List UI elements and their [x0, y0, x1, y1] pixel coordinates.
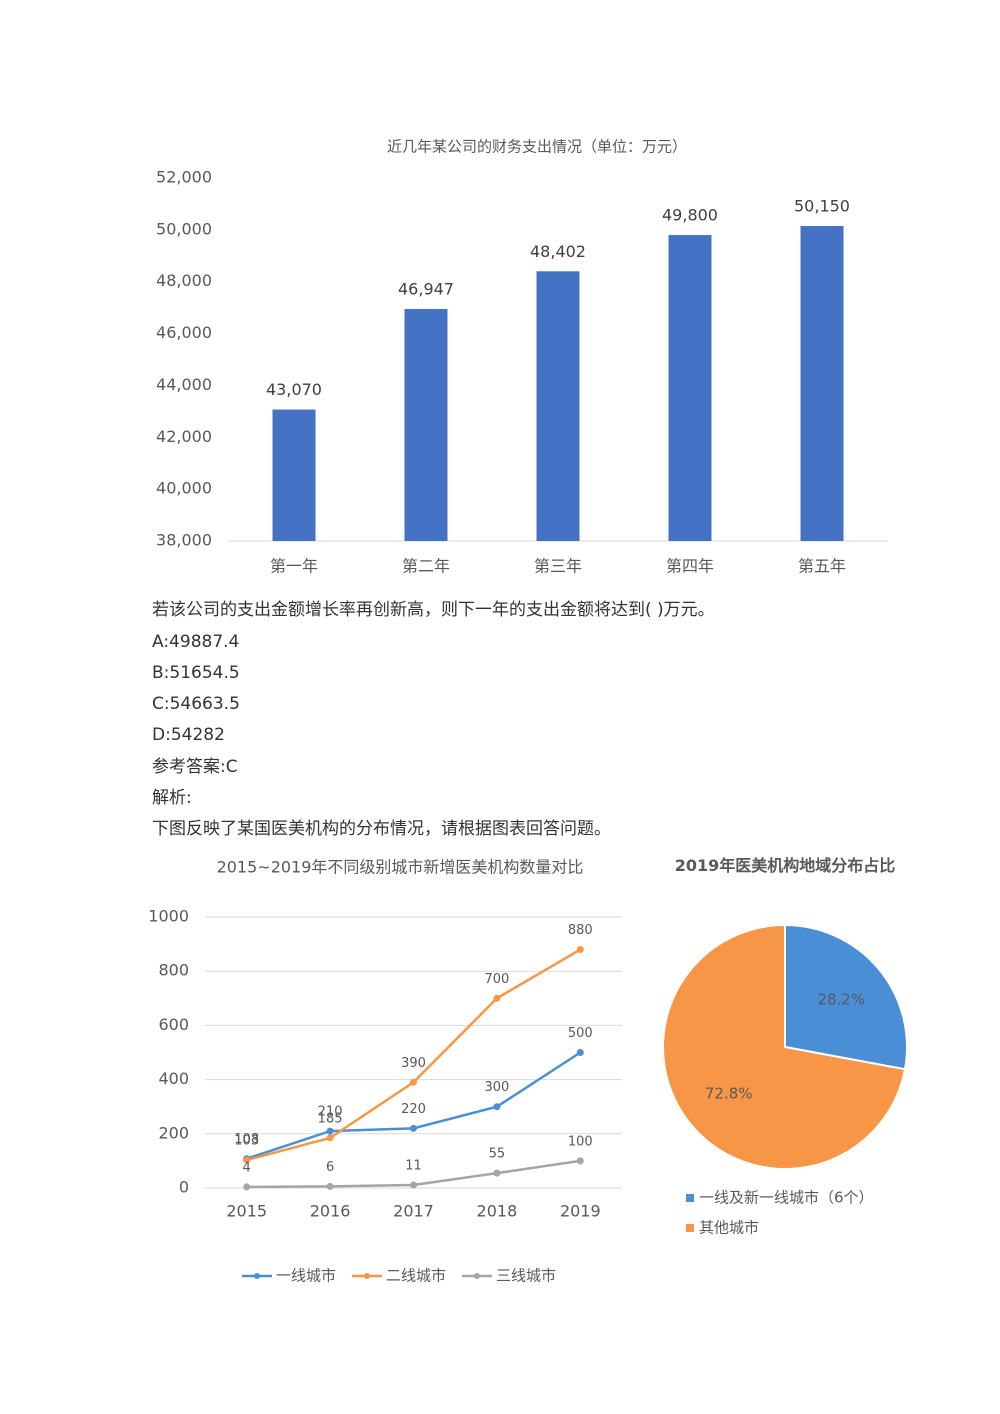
analysis: 解析:	[152, 788, 192, 808]
point	[243, 1183, 251, 1191]
y-tick-label: 48,000	[156, 271, 212, 290]
point	[326, 1127, 334, 1135]
x-tick-label: 第二年	[402, 557, 450, 576]
y-tick-label: 46,000	[156, 323, 212, 342]
y-tick-label: 42,000	[156, 427, 212, 446]
pie-slice	[662, 923, 907, 1170]
y-tick-label: 400	[158, 1069, 189, 1088]
legend-marker	[254, 1273, 260, 1279]
data-label: 11	[405, 1159, 422, 1174]
data-label: 50,150	[794, 196, 850, 215]
point	[410, 1124, 417, 1132]
data-label: 103	[234, 1134, 259, 1149]
point	[576, 1157, 584, 1165]
chart-title: 2015~2019年不同级别城市新增医美机构数量对比	[217, 858, 584, 877]
data-label: 108	[234, 1132, 259, 1147]
x-tick-label: 第一年	[270, 557, 318, 576]
legend-label: 二线城市	[386, 1267, 446, 1285]
data-label: 55	[489, 1147, 506, 1162]
data-label: 43,070	[266, 380, 322, 399]
data-label: 4	[243, 1160, 251, 1175]
y-tick-label: 0	[179, 1178, 189, 1197]
question: 若该公司的支出金额增长率再创新高，则下一年的支出金额将达到( )万元。	[152, 600, 715, 620]
bar	[668, 235, 712, 542]
bar	[800, 225, 844, 542]
data-label: 210	[318, 1105, 343, 1120]
bar	[536, 271, 580, 541]
data-label: 6	[326, 1160, 334, 1175]
y-tick-label: 52,000	[156, 168, 212, 187]
option: D:54282	[152, 725, 225, 745]
chart-title: 近几年某公司的财务支出情况（单位：万元）	[387, 138, 687, 156]
answer: 参考答案:C	[152, 757, 238, 777]
x-tick-label: 2017	[393, 1202, 434, 1221]
legend-label: 三线城市	[496, 1267, 556, 1285]
y-tick-label: 200	[158, 1123, 189, 1142]
legend-marker	[686, 1194, 694, 1202]
data-label: 46,947	[398, 280, 454, 299]
x-tick-label: 第三年	[534, 557, 582, 576]
point	[493, 1169, 501, 1177]
legend-marker	[364, 1273, 370, 1279]
x-tick-label: 2016	[310, 1202, 351, 1221]
data-label: 700	[484, 972, 509, 987]
data-label: 880	[568, 923, 593, 938]
y-tick-label: 1000	[148, 907, 189, 926]
x-tick-label: 2018	[477, 1202, 518, 1221]
legend-label: 其他城市	[699, 1219, 759, 1237]
y-tick-label: 38,000	[156, 531, 212, 550]
point	[576, 946, 584, 954]
data-label: 100	[568, 1134, 593, 1149]
pie-slice	[784, 923, 908, 1071]
legend-label: 一线城市	[276, 1267, 336, 1285]
data-label: 220	[401, 1102, 426, 1117]
y-tick-label: 50,000	[156, 219, 212, 238]
data-label: 48,402	[530, 242, 586, 261]
x-tick-label: 第四年	[666, 557, 714, 576]
chart-title: 2019年医美机构地域分布占比	[674, 856, 896, 875]
data-label: 390	[401, 1056, 426, 1071]
data-label: 49,800	[662, 206, 718, 225]
bar	[272, 409, 316, 541]
point	[326, 1134, 334, 1142]
point	[326, 1182, 334, 1190]
bar	[404, 309, 448, 541]
point	[493, 1103, 501, 1111]
data-label: 28.2%	[817, 991, 865, 1009]
x-tick-label: 2019	[560, 1202, 601, 1221]
option: A:49887.4	[152, 632, 240, 652]
option: C:54663.5	[152, 694, 240, 714]
x-tick-label: 2015	[226, 1202, 267, 1221]
x-tick-label: 第五年	[798, 557, 846, 576]
legend-marker	[686, 1224, 694, 1232]
point	[410, 1078, 417, 1086]
intro: 下图反映了某国医美机构的分布情况，请根据图表回答问题。	[152, 819, 611, 839]
y-tick-label: 600	[158, 1015, 189, 1034]
data-label: 300	[484, 1080, 509, 1095]
point	[576, 1049, 584, 1056]
y-tick-label: 40,000	[156, 479, 212, 498]
y-tick-label: 800	[158, 961, 189, 980]
option: B:51654.5	[152, 663, 240, 683]
data-label: 500	[568, 1026, 593, 1041]
data-label: 185	[318, 1111, 343, 1126]
data-label: 72.8%	[705, 1084, 753, 1102]
y-tick-label: 44,000	[156, 375, 212, 394]
point	[243, 1156, 251, 1164]
legend-label: 一线及新一线城市（6个）	[699, 1189, 874, 1207]
point	[410, 1181, 417, 1189]
point	[493, 994, 501, 1002]
legend-marker	[474, 1273, 480, 1279]
